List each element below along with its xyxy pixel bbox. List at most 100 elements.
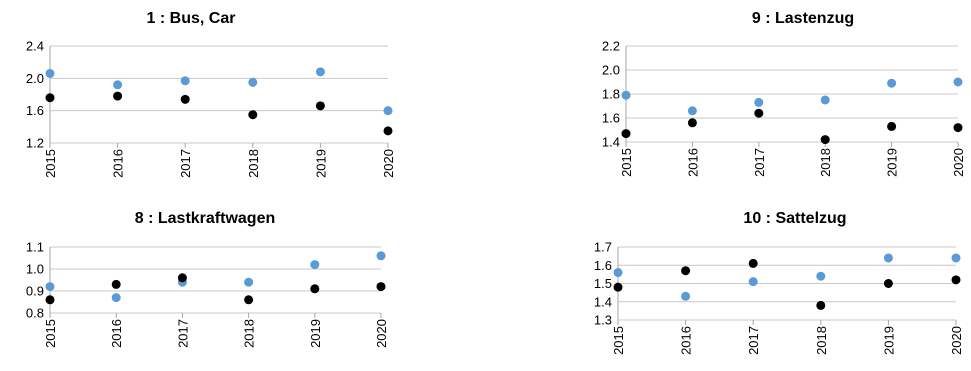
x-tick-label: 2018: [246, 149, 261, 178]
data-point-black: [820, 135, 830, 145]
x-tick-label: 2020: [374, 319, 389, 348]
x-tick-label: 2018: [818, 148, 833, 177]
data-point-blue: [111, 293, 121, 303]
data-point-black: [111, 279, 121, 289]
y-tick-label: 1.6: [594, 258, 612, 273]
data-point-black: [376, 282, 386, 292]
data-point-black: [754, 108, 764, 118]
data-point-blue: [816, 271, 826, 281]
x-tick-label: 2020: [951, 148, 966, 177]
data-point-black: [315, 101, 325, 111]
y-tick-label: 1.4: [602, 135, 620, 150]
x-tick-label: 2017: [175, 319, 190, 348]
x-tick-label: 2019: [881, 326, 896, 355]
y-tick-label: 2.0: [26, 71, 44, 86]
y-tick-label: 1.1: [26, 240, 44, 255]
data-point-blue: [376, 251, 386, 261]
y-tick-label: 2.0: [602, 63, 620, 78]
chart-panel-sattelzug: 10 : Sattelzug 1.3 1.4 1.5 1.6 1.7 2015 2016 201…: [486, 186, 971, 371]
data-point-blue: [383, 106, 393, 116]
data-point-blue: [613, 268, 623, 278]
data-point-blue: [180, 76, 190, 86]
y-tick-label: 1.2: [26, 136, 44, 151]
data-point-blue: [45, 68, 55, 78]
data-point-blue: [687, 106, 697, 116]
y-tick-label: 0.8: [26, 306, 44, 321]
y-tick-label: 1.6: [602, 111, 620, 126]
data-point-blue: [45, 282, 55, 292]
data-point-black: [687, 118, 697, 128]
chart-svg-sattelzug: 10 : Sattelzug 1.3 1.4 1.5 1.6 1.7 2015 2016 201…: [594, 210, 964, 355]
chart-title: 8 : Lastkraftwagen: [135, 210, 275, 227]
x-tick-label: 2018: [242, 319, 257, 348]
x-tick-label: 2015: [43, 319, 58, 348]
y-tick-label: 1.7: [594, 240, 612, 255]
x-tick-label: 2020: [381, 149, 396, 178]
x-tick-label: 2015: [619, 148, 634, 177]
data-point-blue: [883, 253, 893, 263]
data-point-black: [887, 121, 897, 131]
data-point-black: [953, 123, 963, 133]
data-point-black: [748, 258, 758, 268]
chart-svg-lastkraftwagen: 8 : Lastkraftwagen 0.8 0.9 1.0 1.1 2015 2016 20…: [26, 210, 389, 348]
data-point-blue: [951, 253, 961, 263]
data-point-black: [177, 273, 187, 283]
x-tick-label: 2017: [746, 326, 761, 355]
data-point-black: [883, 279, 893, 288]
x-tick-label: 2016: [679, 326, 694, 355]
data-point-black: [681, 266, 691, 276]
data-point-black: [113, 91, 123, 101]
chart-title: 10 : Sattelzug: [743, 210, 846, 227]
y-tick-label: 1.0: [26, 262, 44, 277]
x-tick-label: 2015: [611, 326, 626, 355]
y-tick-label: 2.4: [26, 39, 44, 54]
x-tick-label: 2017: [752, 148, 767, 177]
data-point-black: [244, 295, 254, 305]
chart-svg-lastenzug: 9 : Lastenzug 1.4 1.6 1.8 2.0 2.2 2015 2016 2017…: [602, 10, 966, 177]
data-point-blue: [621, 90, 631, 100]
y-tick-label: 2.2: [602, 39, 620, 54]
x-tick-label: 2019: [308, 319, 323, 348]
y-tick-label: 1.4: [594, 294, 612, 309]
x-tick-label: 2016: [109, 319, 124, 348]
y-tick-label: 1.8: [602, 87, 620, 102]
data-point-black: [45, 93, 55, 103]
y-tick-label: 1.5: [594, 276, 612, 291]
y-tick-label: 1.3: [594, 313, 612, 328]
x-tick-label: 2016: [111, 149, 126, 178]
data-point-black: [45, 295, 55, 305]
x-tick-label: 2018: [814, 326, 829, 355]
chart-svg-bus-car: 1 : Bus, Car 1.2 1.6 2.0 2.4 2015 2016 2017 2018…: [26, 10, 396, 178]
y-tick-label: 0.9: [26, 284, 44, 299]
chart-panel-bus-car: 1 : Bus, Car 1.2 1.6 2.0 2.4 2015 2016 2017 2018…: [0, 0, 485, 185]
data-point-blue: [887, 78, 897, 88]
data-point-blue: [748, 277, 758, 287]
x-tick-label: 2019: [885, 148, 900, 177]
x-tick-label: 2016: [685, 148, 700, 177]
data-point-black: [383, 126, 393, 136]
data-point-blue: [310, 260, 320, 270]
data-point-blue: [754, 97, 764, 107]
chart-panel-lastkraftwagen: 8 : Lastkraftwagen 0.8 0.9 1.0 1.1 2015 2016 20…: [0, 186, 485, 371]
x-tick-label: 2017: [178, 149, 193, 178]
y-tick-label: 1.6: [26, 103, 44, 118]
data-point-black: [621, 129, 631, 139]
chart-title: 1 : Bus, Car: [147, 10, 236, 27]
data-point-blue: [820, 95, 830, 105]
data-point-blue: [244, 277, 254, 287]
data-point-blue: [315, 67, 325, 77]
chart-title: 9 : Lastenzug: [752, 10, 854, 27]
data-point-blue: [113, 80, 123, 90]
data-point-blue: [681, 291, 691, 301]
data-point-blue: [248, 77, 258, 87]
data-point-black: [613, 282, 623, 292]
x-tick-label: 2015: [43, 149, 58, 178]
data-point-black: [180, 94, 190, 104]
data-point-black: [310, 284, 320, 294]
data-point-black: [951, 275, 961, 285]
chart-panel-lastenzug: 9 : Lastenzug 1.4 1.6 1.8 2.0 2.2 2015 2016 2017…: [486, 0, 971, 185]
x-tick-label: 2020: [949, 326, 964, 355]
data-point-blue: [953, 77, 963, 87]
data-point-black: [816, 300, 826, 310]
x-tick-label: 2019: [313, 149, 328, 178]
